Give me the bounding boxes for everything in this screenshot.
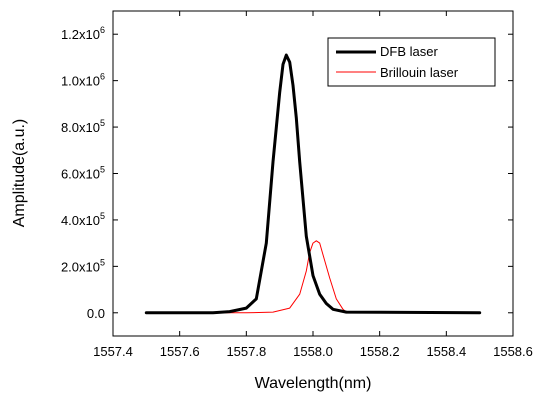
x-tick-label: 1558.0 xyxy=(293,344,333,359)
x-tick-label: 1558.4 xyxy=(426,344,466,359)
x-axis-title: Wavelength(nm) xyxy=(255,375,372,392)
y-tick-label: 1.2x106 xyxy=(61,25,105,42)
legend-label-dfb-laser: DFB laser xyxy=(380,44,438,59)
x-axis: 1557.4 1557.6 1557.8 1558.0 1558.2 1558.4 1558… xyxy=(93,11,533,359)
x-tick-label: 1557.8 xyxy=(226,344,266,359)
y-axis-title: Amplitude(a.u.) xyxy=(11,119,28,228)
legend: DFB laser Brillouin laser xyxy=(327,37,496,87)
x-tick-label: 1558.2 xyxy=(360,344,400,359)
legend-box xyxy=(327,37,496,87)
series-line-brillouin-laser xyxy=(145,240,481,314)
legend-label-brillouin-laser: Brillouin laser xyxy=(380,65,459,80)
y-tick-label: 0.0 xyxy=(87,306,105,321)
series-layer xyxy=(144,53,482,315)
y-tick-label: 8.0x105 xyxy=(61,118,105,135)
y-tick-label: 1.0x106 xyxy=(61,72,105,89)
y-axis: 0.0 2.0x105 4.0x105 6.0x105 8.0x105 1.0x106 1.… xyxy=(61,25,513,321)
series-line-dfb-laser xyxy=(144,53,482,315)
y-tick-label: 2.0x105 xyxy=(61,257,105,274)
y-tick-label: 6.0x105 xyxy=(61,165,105,182)
x-tick-label: 1557.4 xyxy=(93,344,133,359)
y-tick-label: 4.0x105 xyxy=(61,211,105,228)
x-tick-label: 1557.6 xyxy=(160,344,200,359)
x-tick-label: 1558.6 xyxy=(493,344,533,359)
